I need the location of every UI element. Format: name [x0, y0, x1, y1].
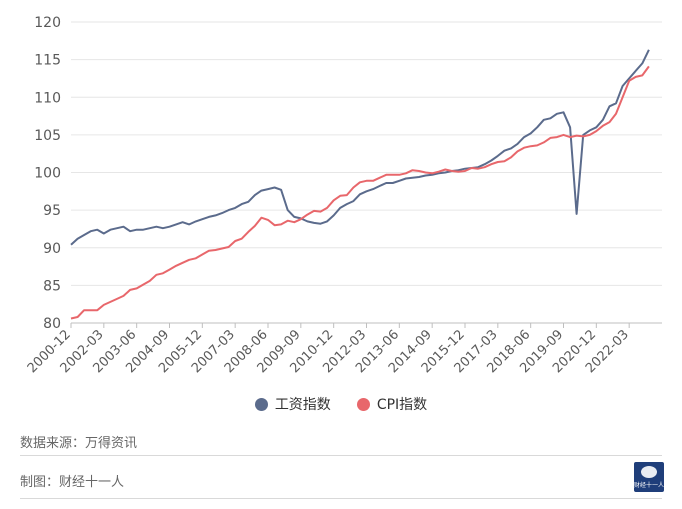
legend-item: CPI指数	[356, 394, 428, 414]
legend-dot-icon	[254, 397, 268, 411]
logo-text: 财经十一人	[634, 482, 664, 489]
y-tick-label: 105	[34, 128, 61, 144]
grid-lines	[71, 21, 662, 324]
line-chart: 80 85 90 95 100 105 110 115 120 2000-122002-0320…	[25, 15, 662, 376]
y-tick-label: 110	[34, 90, 61, 106]
legend: 工资指数 CPI指数	[0, 394, 682, 414]
y-tick-label: 95	[43, 203, 61, 219]
y-tick-label: 115	[34, 53, 61, 69]
y-tick-label: 120	[34, 15, 61, 31]
footer-divider	[20, 455, 662, 456]
y-tick-label: 85	[43, 278, 61, 294]
footer-divider-bottom	[20, 498, 662, 499]
y-tick-label: 90	[43, 241, 61, 257]
source-note: 数据来源：万得资讯	[20, 436, 138, 451]
globe-icon	[641, 466, 657, 478]
legend-dot-icon	[356, 397, 370, 411]
x-axis: 2000-122002-032003-062004-092005-122007-…	[25, 323, 632, 376]
legend-label: 工资指数	[274, 397, 331, 413]
legend-item: 工资指数	[254, 394, 331, 414]
y-tick-label: 80	[43, 316, 61, 332]
y-axis: 80 85 90 95 100 105 110 115 120	[34, 15, 61, 332]
legend-label: CPI指数	[376, 397, 428, 413]
series-line-1	[70, 65, 650, 320]
series-line-0	[70, 49, 650, 246]
series-lines	[70, 49, 650, 320]
y-tick-label: 100	[34, 166, 61, 182]
credit-note: 制图：财经十一人	[20, 475, 125, 490]
brand-logo: 财经十一人	[634, 462, 664, 492]
